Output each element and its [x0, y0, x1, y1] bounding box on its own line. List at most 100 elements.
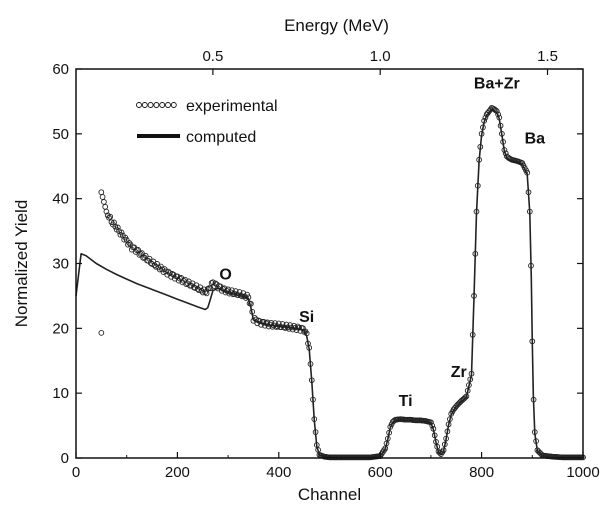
peak-label: Si — [299, 309, 314, 326]
experimental-point — [463, 393, 470, 400]
experimental-point — [499, 130, 505, 137]
experimental-point — [307, 361, 314, 367]
experimental-point — [150, 258, 157, 265]
experimental-point — [440, 447, 447, 454]
experimental-point — [112, 223, 119, 230]
experimental-point — [530, 396, 537, 403]
legend-marker-circle — [165, 102, 171, 108]
top-tick-label: 1.0 — [370, 48, 391, 65]
y-axis: 0 10 20 30 40 50 60 — [52, 61, 583, 467]
experimental-point — [469, 331, 476, 338]
y-tick-label: 10 — [52, 385, 69, 402]
experimental-point — [441, 441, 448, 448]
experimental-point — [466, 382, 472, 388]
experimental-point — [154, 261, 160, 267]
experimental-point — [158, 263, 164, 270]
experimental-point — [240, 290, 247, 296]
top-tick-label: 1.5 — [537, 48, 558, 65]
experimental-point — [294, 323, 301, 330]
y-tick-label: 20 — [52, 320, 69, 337]
y-axis-title: Normalized Yield — [12, 200, 31, 328]
experimental-point — [431, 432, 438, 439]
experimental-point — [533, 438, 539, 444]
x-axis-title: Channel — [298, 485, 361, 504]
experimental-point — [201, 286, 207, 293]
legend-marker-circle — [141, 102, 148, 108]
legend-marker-circle — [136, 102, 142, 108]
experimental-point — [126, 239, 133, 246]
experimental-point — [430, 425, 437, 432]
legend-marker-circle — [159, 102, 166, 108]
experimental-point — [102, 203, 109, 210]
top-axis-title: Energy (MeV) — [284, 16, 389, 35]
legend-computed-label: computed — [186, 129, 256, 146]
experimental-point — [236, 289, 243, 295]
legend: experimental computed — [136, 98, 278, 146]
experimental-point — [249, 308, 256, 315]
experimental-point — [303, 330, 310, 337]
experimental-point — [98, 189, 105, 196]
experimental-outlier-point — [98, 330, 105, 336]
experimental-point — [462, 394, 468, 401]
experimental-point — [204, 286, 211, 292]
experimental-point — [103, 208, 110, 215]
experimental-point — [306, 344, 313, 351]
experimental-point — [283, 321, 290, 328]
experimental-point — [528, 262, 534, 269]
y-tick-label: 50 — [52, 126, 69, 143]
x-tick-label: 200 — [165, 464, 190, 481]
experimental-point — [496, 114, 503, 121]
experimental-point — [436, 449, 443, 456]
experimental-point — [135, 247, 141, 253]
experimental-point — [137, 251, 144, 257]
peak-label: Ba+Zr — [474, 75, 520, 92]
x-axis: 0 200 400 600 800 1000 — [72, 452, 600, 481]
y-tick-label: 40 — [52, 191, 69, 208]
experimental-point — [256, 318, 263, 324]
experimental-point — [212, 280, 219, 287]
experimental-point — [118, 229, 125, 236]
x-tick-label: 400 — [266, 464, 291, 481]
experimental-point — [524, 169, 531, 176]
experimental-point — [477, 143, 484, 150]
peak-label: Ti — [399, 393, 413, 410]
experimental-point — [471, 293, 477, 299]
experimental-point — [445, 421, 452, 428]
experimental-point — [492, 107, 499, 114]
x-tick-label: 1000 — [566, 464, 599, 481]
experimental-point — [282, 325, 288, 331]
experimental-point — [481, 118, 487, 124]
legend-marker-circle — [170, 102, 177, 108]
experimental-point — [311, 416, 318, 422]
experimental-point — [391, 417, 397, 424]
peak-label: Zr — [451, 364, 467, 381]
experimental-point — [531, 429, 538, 435]
x-tick-label: 0 — [72, 464, 80, 481]
experimental-point — [493, 108, 500, 114]
experimental-point — [235, 292, 242, 298]
experimental-point — [478, 130, 485, 137]
experimental-point — [274, 323, 281, 330]
experimental-point — [467, 376, 474, 383]
experimental-point — [114, 224, 121, 231]
experimental-point — [296, 324, 302, 331]
x-tick-label: 600 — [368, 464, 393, 481]
experimental-point — [244, 291, 250, 298]
legend-experimental-marker — [136, 102, 177, 108]
experimental-point — [107, 213, 114, 220]
experimental-point — [468, 370, 475, 377]
experimental-point — [199, 289, 206, 296]
experimental-point — [472, 250, 479, 257]
legend-marker-circle — [147, 102, 154, 108]
peak-annotations: O Si Ti Zr Ba+Zr Ba — [219, 75, 545, 410]
experimental-point — [474, 182, 481, 189]
experimental-point — [279, 321, 286, 327]
experimental-point — [232, 288, 239, 294]
experimental-point — [526, 208, 533, 215]
experimental-point — [248, 300, 254, 307]
experimental-point — [99, 194, 106, 200]
experimental-point — [308, 377, 315, 384]
experimental-point — [444, 428, 451, 435]
experimental-point — [101, 199, 107, 205]
experimental-point — [480, 124, 486, 131]
